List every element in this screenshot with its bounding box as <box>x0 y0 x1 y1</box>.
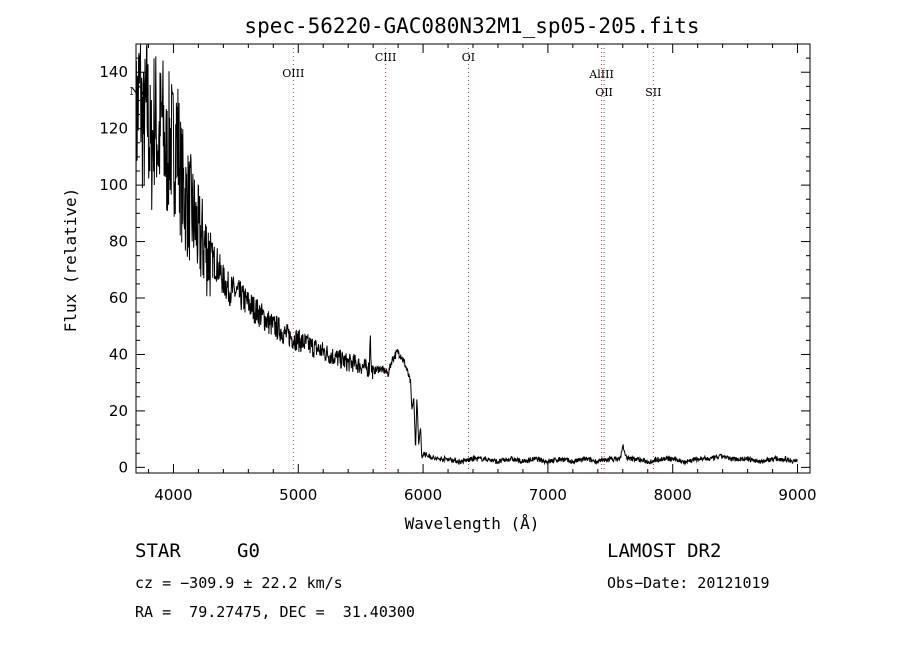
line-label-oii: OII <box>595 86 613 99</box>
line-label-oi: OI <box>462 51 475 64</box>
plot-frame <box>135 43 811 474</box>
x-tick-label: 5000 <box>279 486 317 504</box>
line-label-sii: SII <box>645 86 661 99</box>
class-label: STAR <box>135 540 181 562</box>
x-tick-label: 9000 <box>778 486 816 504</box>
y-tick-label: 20 <box>109 402 128 420</box>
x-tick-label: 4000 <box>154 486 192 504</box>
y-tick-label: 60 <box>109 289 128 307</box>
y-tick-label: 120 <box>99 120 128 138</box>
x-tick-label: 7000 <box>529 486 567 504</box>
x-axis-label: Wavelength (Å) <box>405 514 540 533</box>
y-tick-label: 40 <box>109 345 128 363</box>
y-tick-label: 80 <box>109 233 128 251</box>
y-tick-label: 100 <box>99 176 128 194</box>
radec-value: RA = 79.27475, DEC = 31.40300 <box>135 603 415 621</box>
chart-title: spec-56220-GAC080N32M1_sp05-205.fits <box>244 14 699 38</box>
line-label-aliii: AlIII <box>588 68 614 81</box>
y-tick-label: 0 <box>118 458 128 476</box>
subclass-label: G0 <box>237 540 260 562</box>
cz-value: cz = −309.9 ± 22.2 km/s <box>135 574 343 592</box>
y-tick-label: 140 <box>99 63 128 81</box>
y-axis-label: Flux (relative) <box>61 188 80 333</box>
survey-label: LAMOST DR2 <box>607 540 722 562</box>
obs-date: Obs−Date: 20121019 <box>607 574 770 592</box>
spectrum-line <box>135 44 798 466</box>
x-tick-label: 6000 <box>404 486 442 504</box>
line-label-oiii: OIII <box>282 67 304 80</box>
x-tick-label: 8000 <box>654 486 692 504</box>
line-label-ciii: CIII <box>375 51 396 64</box>
